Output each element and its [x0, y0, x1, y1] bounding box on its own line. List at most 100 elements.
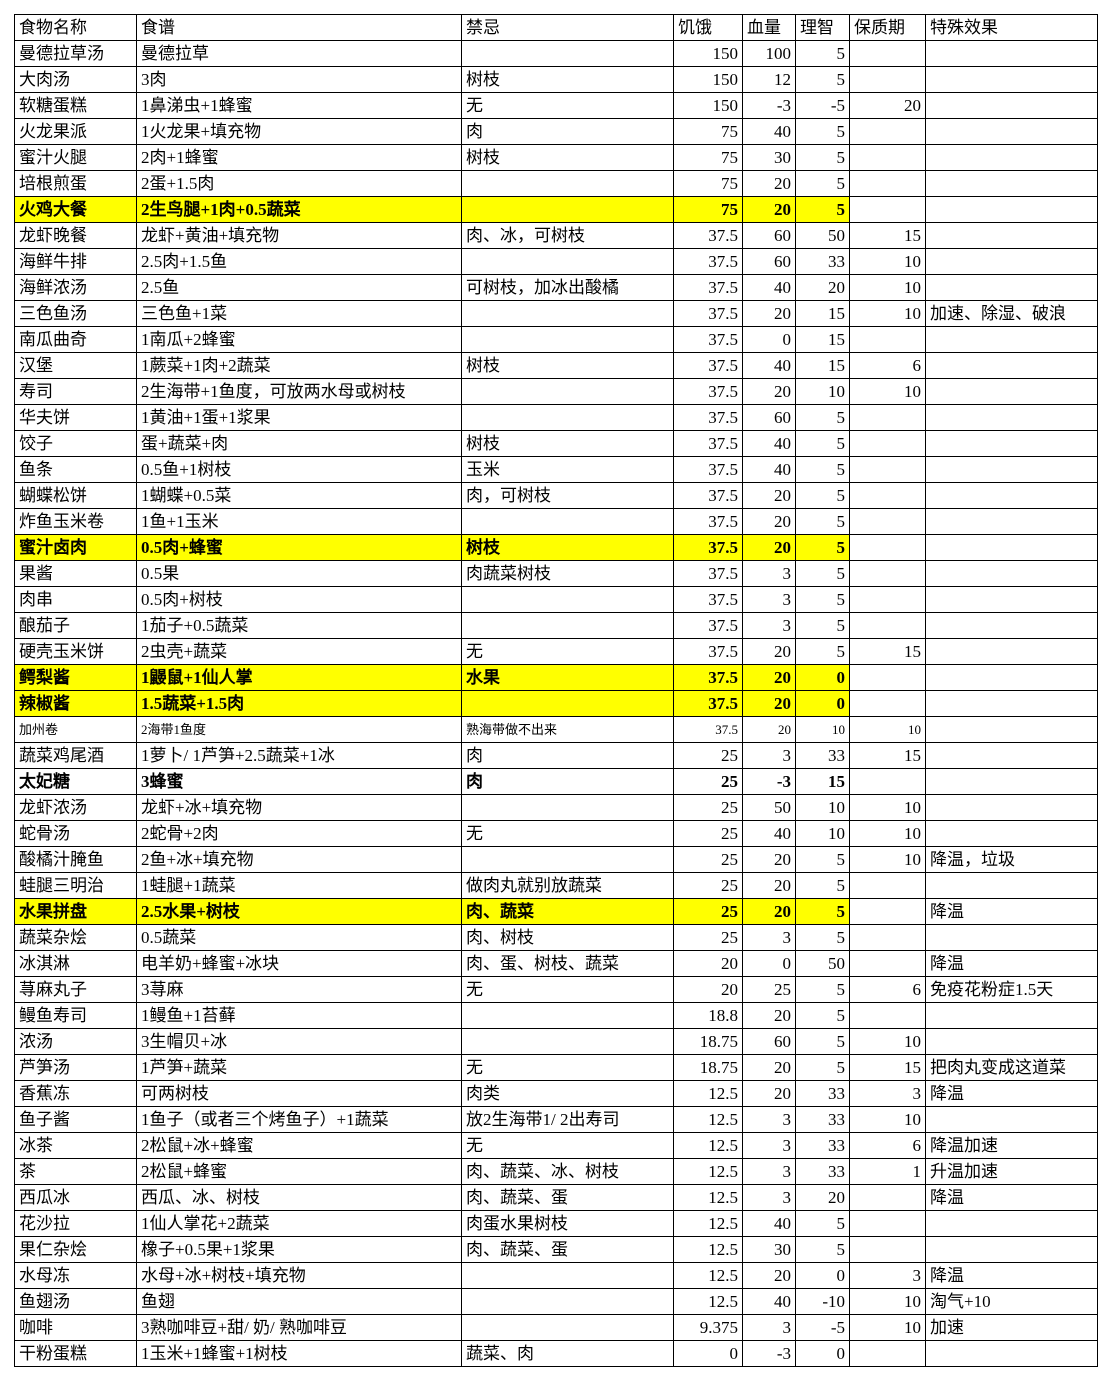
- table-cell: -5: [795, 92, 850, 119]
- table-cell: 1芦笋+蔬菜: [136, 1054, 462, 1081]
- table-cell: 10: [849, 716, 926, 743]
- table-cell: 3生帽贝+冰: [136, 1028, 462, 1055]
- table-cell: 10: [849, 846, 926, 873]
- table-cell: 50: [742, 794, 796, 821]
- table-row: 饺子 蛋+蔬菜+肉 树枝 37.5 40 5: [14, 430, 1098, 457]
- table-cell: 18.75: [673, 1054, 743, 1081]
- table-cell: 25: [673, 898, 743, 925]
- table-row: 鱼翅汤 鱼翅 12.5 40 -10 10 淘气+10: [14, 1288, 1098, 1315]
- table-cell: 33: [795, 248, 850, 275]
- table-cell: 南瓜曲奇: [14, 326, 137, 353]
- table-cell: 10: [849, 378, 926, 405]
- table-row: 辣椒酱 1.5蔬菜+1.5肉 37.5 20 0: [14, 690, 1098, 717]
- table-cell: [461, 196, 674, 223]
- table-cell: 20: [742, 170, 796, 197]
- table-cell: 蛙腿三明治: [14, 872, 137, 899]
- table-cell: 12.5: [673, 1106, 743, 1133]
- table-cell: 树枝: [461, 534, 674, 561]
- table-row: 大肉汤 3肉 树枝 150 12 5: [14, 66, 1098, 93]
- table-cell: 橡子+0.5果+1浆果: [136, 1236, 462, 1263]
- table-cell: 40: [742, 1210, 796, 1237]
- table-cell: [925, 1028, 1098, 1055]
- table-cell: 蛋+蔬菜+肉: [136, 430, 462, 457]
- food-recipe-table: 食物名称 食谱 禁忌 饥饿 血量 理智 保质期 特殊效果 曼德拉草汤 曼德拉草 150 100 5 大肉…: [14, 14, 1098, 1367]
- table-cell: 1蛙腿+1蔬菜: [136, 872, 462, 899]
- table-cell: [461, 794, 674, 821]
- table-row: 培根煎蛋 2蛋+1.5肉 75 20 5: [14, 170, 1098, 197]
- table-cell: 5: [795, 456, 850, 483]
- table-cell: 40: [742, 118, 796, 145]
- table-cell: 蜜汁卤肉: [14, 534, 137, 561]
- table-cell: [849, 924, 926, 951]
- table-cell: 鱼翅: [136, 1288, 462, 1315]
- table-cell: 肉，可树枝: [461, 482, 674, 509]
- table-cell: 37.5: [673, 638, 743, 665]
- table-cell: 5: [795, 430, 850, 457]
- table-cell: 3: [742, 1184, 796, 1211]
- table-cell: 37.5: [673, 352, 743, 379]
- table-row: 水果拼盘 2.5水果+树枝 肉、蔬菜 25 20 5 降温: [14, 898, 1098, 925]
- table-cell: [849, 898, 926, 925]
- table-cell: 降温，垃圾: [925, 846, 1098, 873]
- table-cell: 海鲜浓汤: [14, 274, 137, 301]
- table-cell: 40: [742, 820, 796, 847]
- table-cell: 5: [795, 196, 850, 223]
- table-cell: 无: [461, 1054, 674, 1081]
- table-cell: 酿茄子: [14, 612, 137, 639]
- table-cell: 水母+冰+树枝+填充物: [136, 1262, 462, 1289]
- table-cell: [925, 768, 1098, 795]
- table-cell: 37.5: [673, 612, 743, 639]
- table-cell: 树枝: [461, 430, 674, 457]
- table-cell: 20: [742, 872, 796, 899]
- table-cell: 肉串: [14, 586, 137, 613]
- table-cell: 37.5: [673, 664, 743, 691]
- table-cell: 鳗鱼寿司: [14, 1002, 137, 1029]
- table-cell: 肉、蔬菜: [461, 898, 674, 925]
- table-row: 太妃糖 3蜂蜜肉 25 -3 15: [14, 768, 1098, 795]
- table-cell: 0.5鱼+1树枝: [136, 456, 462, 483]
- table-cell: [925, 742, 1098, 769]
- table-cell: 25: [673, 924, 743, 951]
- table-cell: [925, 716, 1098, 743]
- table-cell: 37.5: [673, 326, 743, 353]
- table-cell: 辣椒酱: [14, 690, 137, 717]
- table-cell: 10: [795, 794, 850, 821]
- table-cell: 降温加速: [925, 1132, 1098, 1159]
- table-cell: [461, 40, 674, 67]
- table-cell: 20: [742, 1002, 796, 1029]
- table-cell: 20: [742, 846, 796, 873]
- table-cell: 60: [742, 404, 796, 431]
- table-cell: 水果拼盘: [14, 898, 137, 925]
- table-cell: 3: [742, 586, 796, 613]
- table-cell: [925, 170, 1098, 197]
- table-cell: 20: [742, 1080, 796, 1107]
- table-cell: 12.5: [673, 1158, 743, 1185]
- table-cell: 花沙拉: [14, 1210, 137, 1237]
- table-cell: 37.5: [673, 508, 743, 535]
- table-cell: 肉、冰，可树枝: [461, 222, 674, 249]
- table-cell: 华夫饼: [14, 404, 137, 431]
- table-cell: 25: [673, 820, 743, 847]
- column-header: 禁忌: [461, 14, 674, 41]
- table-cell: 150: [673, 40, 743, 67]
- table-cell: 10: [795, 378, 850, 405]
- table-cell: 无: [461, 820, 674, 847]
- table-cell: 1鱼子（或者三个烤鱼子）+1蔬菜: [136, 1106, 462, 1133]
- table-cell: 肉、蛋、树枝、蔬菜: [461, 950, 674, 977]
- table-cell: 3: [742, 1158, 796, 1185]
- table-cell: 25: [673, 768, 743, 795]
- table-row: 软糖蛋糕 1鼻涕虫+1蜂蜜无 150 -3 -5 20: [14, 92, 1098, 119]
- table-cell: 1火龙果+填充物: [136, 118, 462, 145]
- table-row: 肉串 0.5肉+树枝 37.5 3 5: [14, 586, 1098, 613]
- table-cell: 150: [673, 92, 743, 119]
- table-cell: 2.5鱼: [136, 274, 462, 301]
- table-cell: 37.5: [673, 456, 743, 483]
- table-row: 荨麻丸子 3荨麻无 20 25 5 6 免疫花粉症1.5天: [14, 976, 1098, 1003]
- table-cell: [849, 690, 926, 717]
- table-cell: 5: [795, 612, 850, 639]
- table-cell: 5: [795, 404, 850, 431]
- table-cell: [849, 664, 926, 691]
- table-cell: 5: [795, 1210, 850, 1237]
- table-cell: [925, 1002, 1098, 1029]
- table-cell: 10: [849, 1288, 926, 1315]
